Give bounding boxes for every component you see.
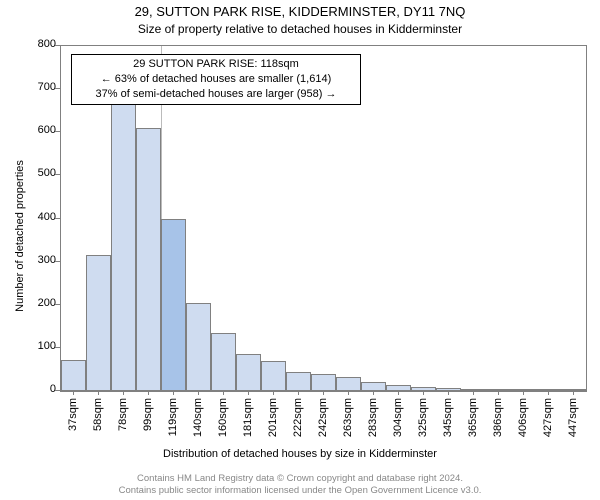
histogram-bar (86, 255, 111, 391)
histogram-bar (461, 389, 486, 391)
histogram-bar (436, 388, 461, 391)
annotation-line-3: 37% of semi-detached houses are larger (… (76, 87, 356, 102)
plot-area: 29 SUTTON PARK RISE: 118sqm ← 63% of det… (60, 45, 587, 392)
y-tick-label: 400 (16, 211, 56, 223)
x-tick-label: 406sqm (517, 398, 529, 438)
histogram-bar (261, 361, 286, 391)
x-tick-label: 119sqm (167, 398, 179, 438)
y-tick-label: 600 (16, 124, 56, 136)
x-tick-label: 181sqm (242, 398, 254, 438)
chart-title-main: 29, SUTTON PARK RISE, KIDDERMINSTER, DY1… (0, 4, 600, 19)
annotation-line-2: ← 63% of detached houses are smaller (1,… (76, 72, 356, 87)
x-tick-label: 386sqm (492, 398, 504, 438)
x-tick-label: 447sqm (567, 398, 579, 438)
histogram-bar (536, 389, 561, 391)
x-tick-label: 263sqm (342, 398, 354, 438)
x-tick-label: 78sqm (117, 398, 129, 438)
histogram-bar (561, 389, 586, 391)
histogram-bar (486, 389, 511, 391)
x-tick-label: 140sqm (192, 398, 204, 438)
annotation-line-1: 29 SUTTON PARK RISE: 118sqm (76, 57, 356, 72)
y-tick-label: 200 (16, 297, 56, 309)
histogram-bar (186, 303, 211, 391)
y-tick-label: 500 (16, 167, 56, 179)
histogram-bar (311, 374, 336, 391)
x-tick-label: 160sqm (217, 398, 229, 438)
x-tick-label: 242sqm (317, 398, 329, 438)
footer-line-2: Contains public sector information licen… (0, 485, 600, 497)
x-tick-label: 283sqm (367, 398, 379, 438)
x-tick-label: 201sqm (267, 398, 279, 438)
x-axis-label: Distribution of detached houses by size … (0, 448, 600, 460)
y-tick-label: 300 (16, 254, 56, 266)
histogram-bar (61, 360, 86, 391)
histogram-bar (211, 333, 236, 391)
y-tick-label: 100 (16, 340, 56, 352)
footer-line-1: Contains HM Land Registry data © Crown c… (0, 473, 600, 485)
y-tick-label: 700 (16, 81, 56, 93)
x-tick-label: 365sqm (467, 398, 479, 438)
histogram-bar (286, 372, 311, 391)
footer-attribution: Contains HM Land Registry data © Crown c… (0, 473, 600, 497)
x-tick-label: 325sqm (417, 398, 429, 438)
x-tick-label: 304sqm (392, 398, 404, 438)
histogram-bar (386, 385, 411, 391)
chart-title-sub: Size of property relative to detached ho… (0, 22, 600, 36)
annotation-box: 29 SUTTON PARK RISE: 118sqm ← 63% of det… (71, 54, 361, 105)
x-tick-label: 222sqm (292, 398, 304, 438)
histogram-bar (361, 382, 386, 391)
histogram-bar (161, 219, 186, 392)
x-tick-label: 58sqm (92, 398, 104, 438)
x-tick-label: 345sqm (442, 398, 454, 438)
histogram-bar (236, 354, 261, 391)
y-tick-label: 800 (16, 38, 56, 50)
histogram-bar (136, 128, 161, 391)
histogram-bar (111, 102, 136, 391)
chart-container: 29, SUTTON PARK RISE, KIDDERMINSTER, DY1… (0, 0, 600, 500)
histogram-bar (336, 377, 361, 391)
x-tick-label: 427sqm (542, 398, 554, 438)
histogram-bar (511, 389, 536, 391)
x-tick-label: 37sqm (67, 398, 79, 438)
x-tick-label: 99sqm (142, 398, 154, 438)
histogram-bar (411, 387, 436, 391)
y-tick-label: 0 (16, 383, 56, 395)
